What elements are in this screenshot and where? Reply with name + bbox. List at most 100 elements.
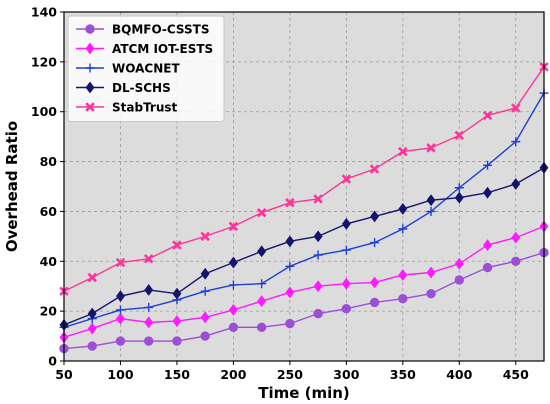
data-point: [257, 279, 267, 289]
y-axis-title: Overhead Ratio: [3, 121, 21, 252]
axis-ticks: 50 100 150 200 250 300 350 400 450 0 20 40 60 80 100 12…: [31, 5, 529, 383]
data-point: [313, 230, 323, 243]
y-tick-label: 0: [48, 354, 57, 369]
data-point: [200, 311, 210, 324]
data-point: [313, 250, 323, 260]
legend: BQMFO-CSSTS ATCM IOT-ESTS WOACNET DL-SCHS St…: [67, 15, 225, 122]
y-tick-label: 40: [40, 254, 58, 269]
y-tick-label: 100: [31, 104, 57, 119]
series-bqmfo-cssts: [59, 247, 549, 354]
data-point: [87, 341, 97, 351]
x-tick-label: 250: [277, 367, 303, 382]
data-point: [341, 217, 351, 230]
legend-marker: [85, 102, 95, 112]
y-tick-label: 60: [40, 204, 58, 219]
data-point: [454, 183, 464, 193]
data-point: [398, 293, 408, 304]
data-point: [426, 288, 436, 299]
data-point: [285, 197, 295, 208]
data-point: [257, 245, 267, 258]
x-tick-label: 300: [333, 367, 359, 382]
series-dl-schs: [59, 161, 549, 331]
data-point: [285, 318, 295, 329]
data-point: [511, 231, 521, 244]
series-line: [63, 251, 545, 350]
legend-marker: [85, 42, 95, 55]
data-point: [454, 257, 464, 270]
data-point: [369, 164, 380, 174]
legend-marker: [85, 81, 95, 94]
data-point: [370, 276, 380, 289]
data-point: [115, 305, 125, 315]
data-point: [200, 231, 210, 242]
data-point: [426, 266, 436, 279]
x-tick-label: 200: [220, 367, 246, 382]
legend-marker: [85, 24, 95, 34]
data-point: [228, 303, 238, 316]
data-point: [398, 268, 408, 282]
data-point: [256, 322, 267, 333]
legend-box: [67, 15, 225, 122]
data-point: [87, 307, 97, 320]
data-point: [398, 224, 408, 234]
data-point: [172, 240, 182, 250]
x-tick-label: 150: [164, 367, 190, 382]
data-point: [228, 280, 238, 290]
x-axis-title: Time (min): [258, 384, 350, 402]
data-point: [370, 210, 380, 223]
series-line: [63, 92, 545, 329]
data-point: [228, 256, 238, 269]
data-point: [143, 254, 154, 264]
data-point: [482, 110, 493, 121]
data-point: [426, 143, 436, 153]
data-point: [228, 322, 239, 333]
data-point: [313, 308, 323, 319]
data-point: [398, 146, 408, 157]
data-point: [511, 256, 521, 266]
data-point: [313, 194, 323, 204]
data-point: [454, 191, 464, 204]
data-point: [285, 261, 295, 271]
data-point: [341, 174, 352, 184]
data-point: [454, 130, 465, 141]
series-line: [63, 167, 545, 326]
data-point: [144, 302, 154, 312]
data-point: [228, 221, 239, 232]
x-tick-label: 400: [446, 367, 472, 382]
legend-marker: [85, 63, 95, 73]
data-point: [144, 316, 154, 329]
data-point: [172, 336, 182, 346]
legend-item: ATCM IOT-ESTS: [76, 42, 213, 56]
series-layer: [59, 62, 549, 354]
y-tick-label: 140: [31, 5, 57, 20]
data-point: [256, 207, 267, 218]
data-point: [87, 272, 97, 283]
data-point: [341, 245, 351, 255]
y-tick-label: 120: [31, 54, 57, 69]
data-point: [200, 267, 210, 280]
data-point: [511, 177, 521, 191]
x-tick-label: 100: [107, 367, 133, 382]
data-point: [341, 277, 351, 290]
x-tick-label: 50: [55, 367, 73, 382]
data-point: [144, 283, 154, 296]
data-point: [483, 186, 493, 199]
data-point: [285, 235, 295, 248]
data-point: [483, 160, 493, 170]
legend-label: DL-SCHS: [112, 81, 171, 95]
legend-item: BQMFO-CSSTS: [76, 23, 210, 37]
data-point: [285, 286, 295, 299]
data-point: [115, 290, 125, 303]
data-point: [200, 331, 210, 341]
data-point: [257, 295, 267, 308]
data-point: [115, 257, 126, 268]
legend-label: StabTrust: [112, 101, 178, 115]
series-atcm-iot-ests: [59, 220, 549, 344]
data-point: [426, 206, 436, 216]
legend-label: WOACNET: [112, 62, 180, 76]
plot-frame: [63, 11, 545, 362]
data-point: [200, 286, 210, 296]
y-tick-label: 20: [40, 304, 58, 319]
data-point: [483, 239, 493, 252]
